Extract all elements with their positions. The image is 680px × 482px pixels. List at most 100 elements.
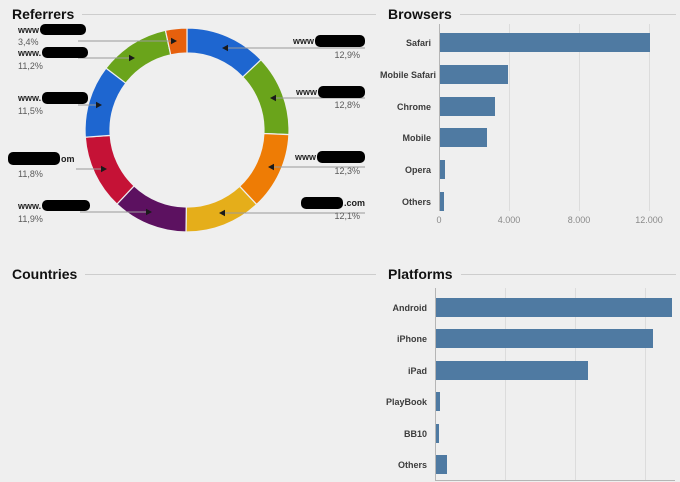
bar-category-label: Chrome [396, 102, 431, 112]
referrer-label-8: www. [18, 46, 89, 59]
bar-category-label: Android [392, 303, 428, 313]
referrer-label-prefix: www [18, 24, 40, 35]
referrer-label-5: www. [18, 199, 91, 212]
bar-mobile-safari[interactable] [440, 65, 508, 84]
referrer-percent-7: 11,5% [18, 106, 43, 116]
referrer-percent-9: 3,4% [18, 37, 39, 47]
bar-opera[interactable] [440, 160, 445, 179]
bar-safari[interactable] [440, 33, 650, 52]
referrers-donut-chart [76, 27, 365, 233]
x-axis-line [435, 480, 675, 481]
referrers-labels: www 12,9% www 12,8% www 12,3% .com 12,1% www. 11,… [0, 0, 380, 260]
countries-panel: Countries [0, 260, 380, 482]
browsers-panel: Browsers Safari Mobile Safari Chrome Mobile… [380, 0, 680, 260]
platforms-header: Platforms [380, 260, 680, 285]
referrer-percent-1: 12,9% [334, 50, 360, 60]
countries-title: Countries [12, 266, 78, 282]
referrer-label-7: www. [18, 91, 89, 104]
referrer-percent-6: 11,8% [18, 169, 43, 179]
referrer-label-1: www [293, 34, 365, 47]
redacted-domain-bar [40, 24, 87, 35]
bar-category-label: BB10 [403, 429, 427, 439]
referrers-header: Referrers [0, 0, 380, 25]
platforms-panel: Platforms Android iPhone iPad PlayBook BB10 O… [380, 260, 680, 482]
bar-mobile[interactable] [440, 128, 487, 147]
referrer-callout-arrow-6 [101, 165, 107, 173]
referrer-label-4: .com [300, 196, 365, 209]
countries-header: Countries [0, 260, 380, 285]
referrer-label-prefix: www. [18, 200, 42, 211]
referrer-label-suffix: .com [343, 197, 365, 208]
referrer-percent-5: 11,9% [18, 214, 43, 224]
browsers-header: Browsers [380, 0, 680, 25]
referrer-label-2: www [296, 85, 365, 98]
bar-category-label: Mobile Safari [380, 70, 437, 80]
bar-category-label: iPad [407, 366, 427, 376]
gridline [579, 24, 580, 211]
referrer-percent-3: 12,3% [334, 166, 360, 176]
referrer-callout-arrow-8 [129, 54, 135, 62]
referrer-label-6: om [8, 152, 75, 165]
bar-others[interactable] [436, 455, 447, 474]
x-axis-tick-label: 8.000 [567, 215, 591, 225]
redacted-domain-bar [317, 150, 365, 163]
bar-category-label: Mobile [402, 133, 432, 143]
redacted-domain-bar [42, 47, 89, 58]
y-axis-line [439, 24, 440, 211]
referrer-callout-arrow-4 [219, 209, 225, 217]
redacted-domain-bar [8, 152, 60, 165]
referrer-label-prefix: www. [18, 47, 42, 58]
referrer-label-9: www [18, 23, 87, 36]
y-axis-line [435, 288, 436, 480]
platforms-title: Platforms [388, 266, 453, 282]
referrer-label-prefix: www [292, 35, 314, 46]
referrers-title-rule [82, 13, 376, 15]
bar-category-label: PlayBook [385, 397, 427, 407]
referrer-percent-8: 11,2% [18, 61, 43, 71]
bar-iphone[interactable] [436, 329, 653, 348]
bar-chrome[interactable] [440, 97, 495, 116]
referrers-title: Referrers [12, 6, 75, 22]
bar-ipad[interactable] [436, 361, 588, 380]
bar-category-label: iPhone [396, 334, 427, 344]
x-axis-tick-label: 12.000 [635, 215, 663, 225]
referrer-callout-arrow-3 [268, 163, 274, 171]
platforms-bar-chart: Android iPhone iPad PlayBook BB10 Others [380, 260, 680, 482]
bar-others[interactable] [440, 192, 444, 211]
referrer-callout-arrow-7 [96, 101, 102, 109]
browsers-bar-chart: Safari Mobile Safari Chrome Mobile Opera Othe… [380, 0, 680, 260]
redacted-domain-bar [42, 200, 91, 211]
referrer-label-suffix: om [61, 153, 75, 164]
redacted-domain-bar [318, 85, 365, 98]
gridline [505, 288, 506, 480]
countries-title-rule [85, 273, 376, 275]
bar-category-label: Opera [404, 165, 431, 175]
gridline [649, 24, 650, 211]
referrer-label-prefix: www [294, 151, 316, 162]
bar-category-label: Others [401, 197, 431, 207]
referrer-percent-4: 12,1% [334, 211, 360, 221]
referrer-label-prefix: www [295, 86, 317, 97]
referrer-callout-arrow-5 [146, 208, 152, 216]
redacted-domain-bar [42, 91, 89, 104]
referrer-callout-arrow-1 [222, 44, 228, 52]
gridline [509, 24, 510, 211]
referrer-callout-arrow-9 [171, 37, 177, 45]
bar-bb10[interactable] [436, 424, 439, 443]
referrers-panel: Referrers www 12,9% www 12,8% www 12,3% .com 12… [0, 0, 380, 260]
referrer-label-prefix: www. [18, 92, 42, 103]
referrer-percent-2: 12,8% [334, 100, 360, 110]
gridline [575, 288, 576, 480]
browsers-title: Browsers [388, 6, 452, 22]
bar-playbook[interactable] [436, 392, 440, 411]
x-axis-tick-label: 0 [436, 215, 442, 225]
bar-android[interactable] [436, 298, 672, 317]
referrer-callout-arrow-2 [270, 94, 276, 102]
browsers-title-rule [459, 13, 676, 15]
gridline [645, 288, 646, 480]
bar-category-label: Safari [405, 38, 431, 48]
redacted-domain-bar [315, 34, 365, 47]
referrer-label-3: www [295, 150, 365, 163]
x-axis-tick-label: 4.000 [497, 215, 521, 225]
